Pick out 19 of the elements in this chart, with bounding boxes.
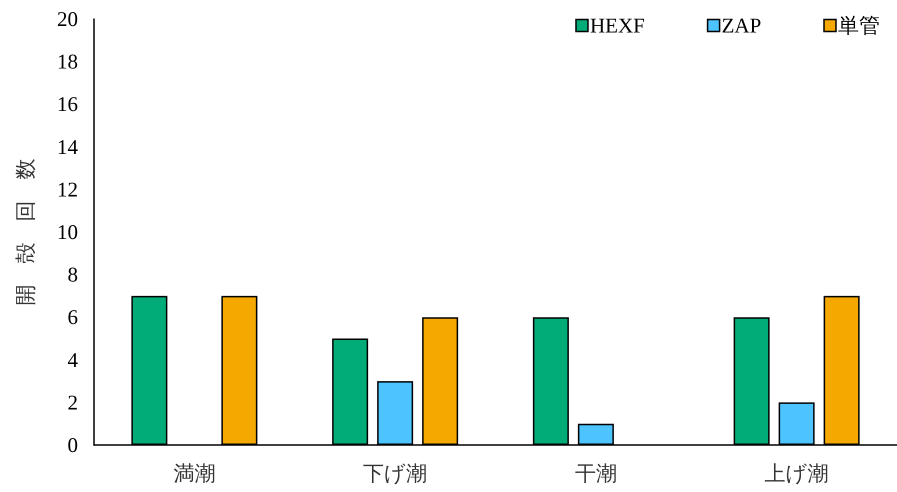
y-axis-title: 開 殻 回 数: [14, 158, 38, 306]
y-tick-label: 20: [57, 7, 78, 31]
x-tick-label: 干潮: [574, 462, 617, 486]
legend-label: HEXF: [590, 14, 645, 38]
y-tick-label: 8: [68, 262, 78, 287]
y-tick-label: 12: [57, 177, 78, 202]
legend-label: ZAP: [722, 14, 762, 38]
x-tick-label: 満潮: [173, 462, 216, 486]
y-tick-label: 16: [57, 92, 78, 116]
x-tick-label: 下げ潮: [363, 462, 428, 486]
y-tick-label: 0: [68, 433, 78, 457]
y-tick-label: 10: [57, 220, 78, 244]
y-tick-label: 18: [57, 50, 78, 74]
y-tick-label: 4: [68, 348, 78, 372]
y-tick-label: 2: [68, 390, 78, 414]
y-tick-label: 14: [57, 134, 78, 159]
y-tick-label: 6: [68, 305, 78, 330]
x-tick-label: 上げ潮: [764, 462, 829, 486]
legend-label: 単管: [838, 14, 880, 38]
